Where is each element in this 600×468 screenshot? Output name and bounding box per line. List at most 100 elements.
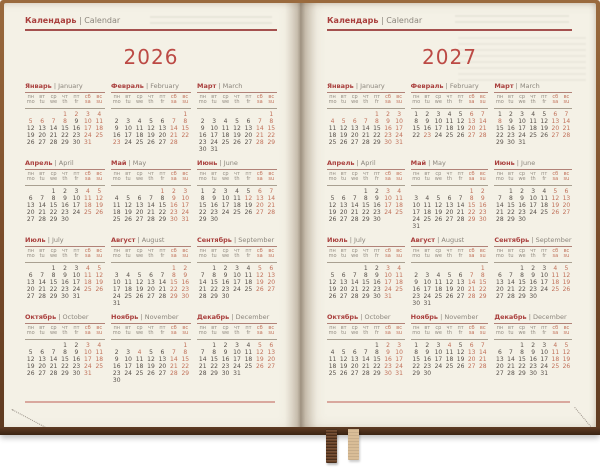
day-number: 24	[72, 286, 81, 293]
month-name-en: February	[449, 81, 479, 90]
day-number: 16	[210, 202, 218, 209]
day-number: 27	[350, 370, 359, 377]
day-number: 7	[51, 118, 56, 125]
day-number: 1	[469, 188, 474, 195]
weekday-header: mo tu we th fr sa su	[25, 330, 105, 337]
day-number: 21	[38, 286, 46, 293]
day-number: 7	[171, 118, 176, 125]
day-number: 5	[97, 265, 102, 272]
day-number: 4	[85, 188, 90, 195]
day-number: 1	[63, 111, 67, 118]
month-title: Сентябрь | September	[494, 236, 572, 244]
day-number: 23	[412, 293, 421, 300]
day-number: 2	[531, 265, 536, 272]
day-grid: 1 2 3 4 5 6 7 8 9 10 11 12 13 14 15 16 17 18 19 20 21 22 23 24 2…	[111, 111, 191, 146]
day-grid: 1 2 3 4 5 6 7 8 9 10 11 12 13 14 15 16 17 18 19 20 21 22 23 24 2…	[494, 342, 572, 377]
day-number: 26	[551, 209, 560, 216]
month-block: Октябрь | October пн вт ср чт пт сб вс mo tu we th f…	[25, 313, 105, 380]
day-number: 9	[63, 272, 67, 279]
day-number: 6	[352, 349, 357, 356]
day-number: 9	[375, 272, 379, 279]
weekday-label: th	[62, 330, 68, 336]
empty-day	[349, 342, 360, 349]
weekday-header: пн вт ср чт пт сб вс	[197, 93, 277, 101]
weekday-label: sa	[468, 176, 475, 182]
month-block: Февраль | February пн вт ср чт пт сб вс mo tu we th…	[410, 81, 489, 149]
day-number: 23	[210, 209, 218, 216]
day-number: 8	[51, 272, 56, 279]
day-number: 11	[445, 349, 454, 356]
weekday-label: we	[135, 176, 144, 182]
weekday-header: пн вт ср чт пт сб вс	[327, 94, 405, 101]
day-number: 11	[540, 195, 549, 202]
day-number: 16	[373, 279, 381, 286]
weekday-label: ср	[435, 170, 442, 177]
day-number: 2	[223, 342, 228, 349]
empty-day	[433, 188, 444, 195]
day-number: 21	[496, 209, 504, 216]
month-title-rule	[111, 245, 191, 247]
weekday-rule	[197, 338, 277, 340]
day-number: 17	[84, 356, 92, 363]
weekday-header: пн вт ср чт пт сб вс	[111, 324, 191, 332]
weekday-label: сб	[84, 324, 91, 331]
day-number: 29	[518, 293, 526, 300]
day-number: 16	[507, 125, 515, 132]
day-number: 29	[170, 293, 178, 300]
day-number: 17	[384, 279, 392, 286]
day-number: 27	[496, 370, 504, 377]
day-number: 23	[72, 132, 81, 139]
day-number: 27	[456, 293, 465, 300]
weekday-label: tu	[125, 253, 131, 259]
weekday-label: сб	[256, 247, 263, 254]
day-number: 23	[61, 209, 69, 216]
weekday-label: вт	[39, 170, 46, 177]
day-number: 5	[330, 195, 335, 202]
day-number: 11	[395, 272, 403, 279]
weekday-label: tu	[341, 176, 347, 182]
weekday-label: пт	[73, 324, 80, 331]
day-number: 8	[183, 349, 188, 356]
day-number: 19	[95, 279, 104, 286]
weekday-label: вт	[211, 93, 218, 100]
weekday-label: пт	[541, 170, 548, 177]
day-number: 30	[221, 370, 230, 377]
day-number: 23	[112, 370, 121, 377]
weekday-label: пн	[199, 93, 206, 100]
weekday-label: вт	[340, 324, 347, 331]
weekday-label: ср	[136, 324, 143, 331]
weekday-label: we	[434, 253, 442, 259]
weekday-label: сб	[468, 93, 475, 100]
weekday-header: пн вт ср чт пт сб вс	[494, 325, 572, 332]
month-name-ru: Октябрь	[25, 312, 57, 321]
day-number: 18	[135, 363, 144, 370]
day-number: 19	[233, 132, 241, 139]
day-number: 1	[509, 188, 513, 195]
weekday-label: пт	[541, 93, 548, 100]
day-number: 24	[384, 286, 392, 293]
day-number: 31	[412, 223, 421, 230]
day-number: 13	[339, 279, 348, 286]
weekday-header: mo tu we th fr sa su	[111, 253, 191, 260]
day-number: 4	[531, 111, 536, 118]
day-number: 16	[112, 132, 121, 139]
weekday-label: вт	[125, 247, 132, 254]
day-number: 20	[456, 286, 465, 293]
weekday-label: сб	[256, 93, 263, 100]
day-number: 26	[328, 293, 337, 300]
day-number: 10	[384, 272, 392, 279]
day-number: 20	[350, 132, 359, 139]
day-number: 29	[181, 370, 190, 377]
day-number: 12	[328, 202, 337, 209]
day-number: 21	[147, 209, 155, 216]
month-name-en: July	[51, 235, 64, 244]
day-number: 30	[412, 300, 421, 307]
weekday-label: чт	[62, 324, 68, 331]
day-number: 25	[445, 132, 454, 139]
day-number: 7	[480, 342, 485, 349]
month-title: Сентябрь | September	[197, 236, 277, 244]
weekday-label: su	[96, 99, 103, 105]
day-number: 22	[158, 209, 167, 216]
weekday-label: th	[530, 253, 536, 259]
weekday-label: сб	[552, 93, 559, 100]
